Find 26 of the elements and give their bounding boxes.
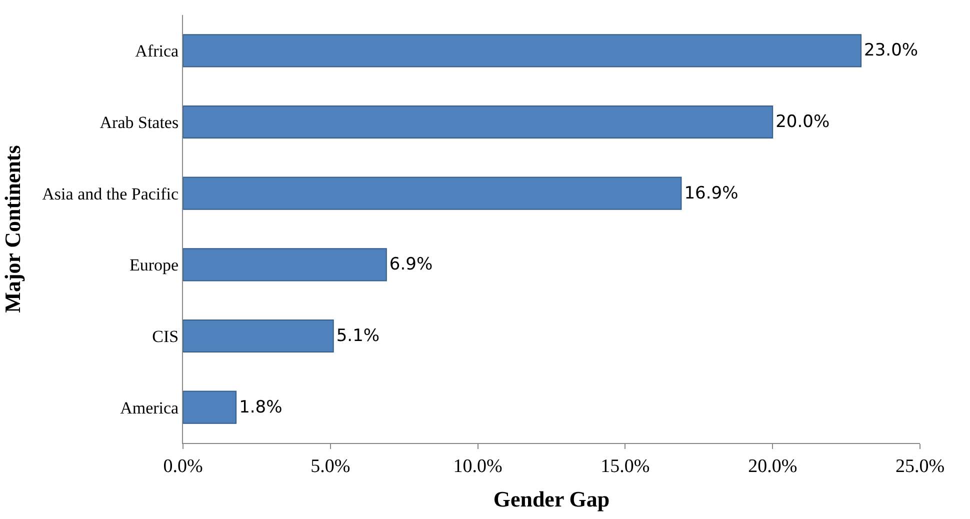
- bar: [183, 390, 237, 424]
- bar: [183, 176, 682, 210]
- data-label: 16.9%: [684, 183, 738, 204]
- bar: [183, 319, 334, 353]
- data-label: 5.1%: [336, 326, 380, 346]
- data-label: 6.9%: [389, 254, 433, 275]
- x-tick-label: 20.0%: [748, 456, 798, 477]
- x-axis-title: Gender Gap: [493, 486, 610, 512]
- y-axis-title: Major Continents: [0, 144, 25, 313]
- y-tick-label: CIS: [152, 326, 179, 346]
- x-tick-label: 0.0%: [163, 456, 203, 477]
- bar: [183, 248, 387, 282]
- data-label: 20.0%: [776, 112, 830, 132]
- bar: [183, 34, 862, 68]
- x-tick-label: 25.0%: [895, 456, 945, 477]
- x-tick-label: 10.0%: [453, 456, 503, 477]
- y-tick-label: Asia and the Pacific: [42, 184, 180, 204]
- y-tick-label: Europe: [130, 256, 179, 275]
- x-tick-label: 15.0%: [600, 456, 650, 477]
- data-label: 23.0%: [864, 40, 918, 61]
- y-tick-label: America: [120, 398, 180, 418]
- y-tick-label: Arab States: [100, 112, 179, 132]
- bar: [183, 105, 774, 139]
- data-label: 1.8%: [239, 397, 282, 418]
- x-tick-label: 5.0%: [310, 456, 350, 477]
- y-tick-label: Africa: [135, 42, 180, 61]
